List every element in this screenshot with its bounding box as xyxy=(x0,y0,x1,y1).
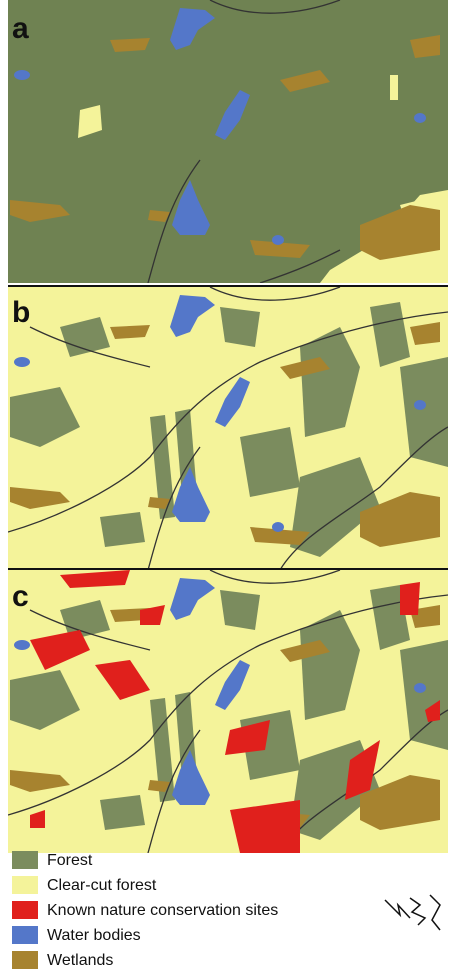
legend-label: Wetlands xyxy=(47,952,113,969)
legend-swatch xyxy=(12,951,38,969)
panel-a: a xyxy=(8,0,448,283)
panel-label: b xyxy=(12,296,30,329)
legend-label: Known nature conservation sites xyxy=(47,902,278,919)
legend-swatch xyxy=(12,926,38,944)
divider xyxy=(8,285,448,287)
legend: Forest Clear-cut forest Known nature conse… xyxy=(12,851,278,969)
legend-label: Forest xyxy=(47,852,93,869)
north-arrow xyxy=(385,895,440,930)
divider xyxy=(8,568,448,570)
legend-swatch xyxy=(12,876,38,894)
legend-label: Clear-cut forest xyxy=(47,877,157,894)
panel-c: c xyxy=(8,570,448,853)
panel-b: b xyxy=(8,287,448,570)
legend-swatch xyxy=(12,851,38,869)
legend-swatch xyxy=(12,901,38,919)
figure: a b c Forest Clear-cut forest Known nature… xyxy=(0,0,454,976)
panel-label: c xyxy=(12,580,29,613)
legend-label: Water bodies xyxy=(47,927,141,944)
panel-label: a xyxy=(12,12,29,45)
